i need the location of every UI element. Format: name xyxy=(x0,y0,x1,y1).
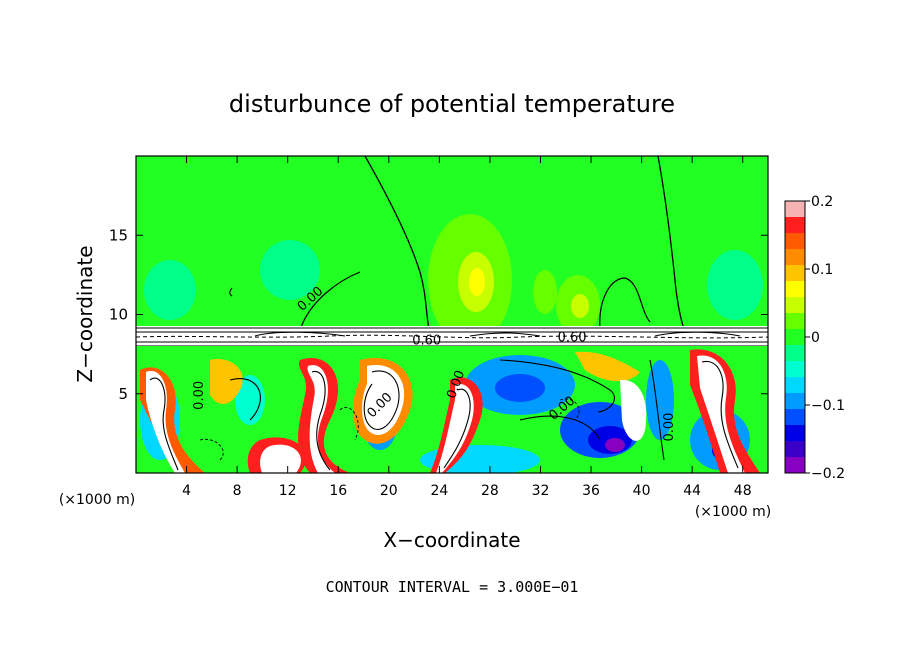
contour-label: 0.60 xyxy=(558,330,587,345)
x-unit-left: (×1000 m) xyxy=(59,492,135,508)
colorbar-segment xyxy=(785,201,805,218)
x-tick-label: 36 xyxy=(582,483,600,499)
x-tick-label: 16 xyxy=(329,483,347,499)
x-tick-label: 40 xyxy=(633,483,651,499)
x-tick-label: 12 xyxy=(279,483,297,499)
lower-contour-lines xyxy=(149,359,739,471)
upper-anomaly-patches xyxy=(144,214,763,346)
x-tick-label: 28 xyxy=(481,483,499,499)
colorbar-segment xyxy=(785,425,805,442)
colorbar-segment xyxy=(785,441,805,458)
inversion-dashed-contour xyxy=(136,334,768,339)
colorbar-segment xyxy=(785,457,805,474)
x-tick-label: 24 xyxy=(430,483,448,499)
colorbar-ticks: 0.2 0.1 0 −0.1 −0.2 xyxy=(805,194,845,482)
colorbar-segment xyxy=(785,313,805,330)
colorbar-segment xyxy=(785,233,805,250)
plot-area xyxy=(136,156,768,473)
x-tick-label: 8 xyxy=(233,483,242,499)
colorbar-segment xyxy=(785,217,805,234)
upper-contour-line-1 xyxy=(364,156,433,341)
contour-label: 0.00 xyxy=(662,413,677,442)
x-axis: 4 8 12 16 20 24 28 32 36 40 44 48 xyxy=(182,156,752,499)
colorbar-tick-label: −0.1 xyxy=(811,398,845,414)
inversion-wave-contours xyxy=(254,331,741,337)
upper-contour-line-4 xyxy=(599,277,651,331)
colorbar-segment xyxy=(785,361,805,378)
colorbar xyxy=(785,201,805,474)
y-tick-label: 10 xyxy=(109,306,128,324)
y-axis: 5 10 15 xyxy=(109,226,768,403)
y-tick-label: 15 xyxy=(109,226,128,244)
x-axis-label: X−coordinate xyxy=(383,528,520,552)
y-tick-label: 5 xyxy=(118,385,128,403)
x-unit-right: (×1000 m) xyxy=(695,504,771,520)
upper-contour-line-3 xyxy=(299,271,361,331)
y-axis-label: Z−coordinate xyxy=(73,245,97,382)
colorbar-tick-label: 0.1 xyxy=(811,262,833,278)
contour-interval-note: CONTOUR INTERVAL = 3.000E−01 xyxy=(326,578,579,596)
colorbar-segment xyxy=(785,265,805,282)
x-tick-label: 44 xyxy=(683,483,701,499)
contour-label: 0.60 xyxy=(412,334,441,349)
chart-title: disturbunce of potential temperature xyxy=(229,90,675,118)
colorbar-tick-label: 0 xyxy=(811,330,820,346)
colorbar-segment xyxy=(785,409,805,426)
colorbar-segment xyxy=(785,393,805,410)
colorbar-segment xyxy=(785,281,805,298)
upper-contour-small xyxy=(229,287,233,297)
colorbar-segment xyxy=(785,249,805,266)
contour-label: 0.00 xyxy=(192,381,207,410)
x-tick-label: 48 xyxy=(734,483,752,499)
colorbar-segment xyxy=(785,345,805,362)
x-tick-label: 4 xyxy=(182,483,191,499)
lower-layer xyxy=(136,346,768,473)
colorbar-segment xyxy=(785,297,805,314)
colorbar-segment xyxy=(785,329,805,346)
inversion-contours xyxy=(136,327,768,347)
colorbar-tick-label: 0.2 xyxy=(811,194,833,210)
colorbar-tick-label: −0.2 xyxy=(811,466,845,482)
colorbar-segment xyxy=(785,377,805,394)
lower-dashed-contours xyxy=(199,398,580,461)
x-tick-label: 20 xyxy=(380,483,398,499)
x-tick-label: 32 xyxy=(532,483,550,499)
